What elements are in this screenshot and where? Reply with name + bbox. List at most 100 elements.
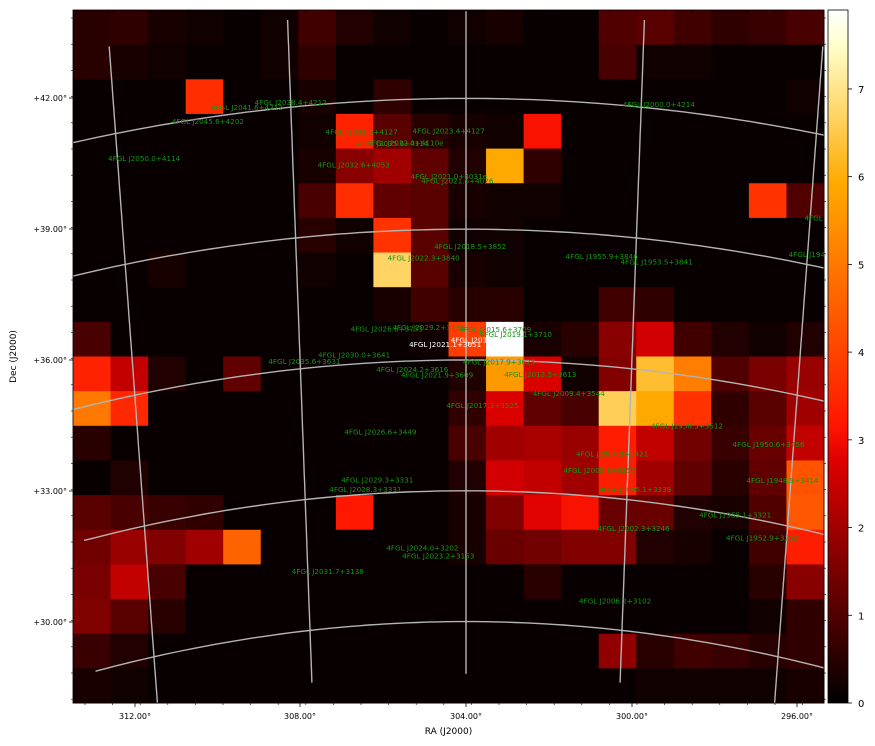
heatmap-cell (786, 529, 825, 565)
heatmap-cell (148, 460, 187, 496)
heatmap-cell (73, 599, 112, 635)
source-label: 4FGL J2002.3+3246 (598, 524, 671, 533)
plot-frame (72, 9, 825, 704)
heatmap-cell (410, 391, 449, 427)
heatmap-cell (486, 391, 525, 427)
heatmap-cell (298, 321, 337, 357)
heatmap-cell (523, 44, 562, 80)
heatmap-cell (73, 633, 112, 669)
heatmap-cell (636, 321, 675, 357)
heatmap-cell (335, 495, 374, 531)
heatmap-cell (73, 148, 112, 184)
heatmap-cell (448, 668, 487, 704)
heatmap-cell (636, 10, 675, 46)
heatmap-cell (223, 564, 262, 600)
source-label: 4FGL J2006.2+3102 (579, 596, 651, 605)
heatmap-cell (523, 113, 562, 150)
heatmap-cell (148, 668, 187, 704)
heatmap-cell (373, 44, 412, 80)
heatmap-cell (786, 460, 825, 496)
ra-gridline (286, 19, 313, 683)
heatmap-cell (148, 564, 187, 600)
heatmap-cell (786, 10, 825, 46)
heatmap-cell (223, 633, 262, 669)
heatmap-cell (523, 460, 562, 496)
heatmap-cell (561, 183, 600, 219)
y-tick-label: +39.00° (33, 225, 67, 234)
source-label: 4FGL J2024.2+3616 (376, 365, 449, 374)
y-tick-label: +33.00° (33, 487, 67, 496)
colorbar-tick-label: 2 (858, 524, 864, 535)
ra-gridline (773, 46, 824, 703)
heatmap-cell (298, 10, 337, 46)
heatmap-cell (373, 148, 412, 184)
source-label: 4FGL J2023.4+4127 (413, 126, 485, 135)
x-tick-label: 312.00° (119, 712, 151, 721)
heatmap-cell (223, 79, 262, 115)
heatmap-cell (110, 10, 149, 46)
heatmap-cell (73, 113, 112, 150)
heatmap-cell (748, 529, 787, 565)
source-label: 4FGL J2029.2+3736 (392, 323, 465, 332)
heatmap-cells (73, 10, 825, 704)
heatmap-cell (786, 287, 825, 323)
source-labels: 4FGL J2038.4+4212 4FGL J2045.6+4202 4FGL J… (108, 98, 824, 605)
heatmap-cell (748, 183, 787, 219)
heatmap-cell (73, 460, 112, 496)
heatmap-cell (598, 183, 637, 219)
heatmap-cell (223, 495, 262, 531)
heatmap-cell (673, 10, 712, 46)
heatmap-cell (598, 633, 637, 669)
heatmap-cell (223, 217, 262, 254)
heatmap-cell (598, 425, 637, 461)
heatmap-cell (748, 356, 787, 392)
source-label: 4FGL J2038.4+4212 (255, 98, 327, 107)
heatmap-cell (448, 148, 487, 184)
heatmap-cell (185, 10, 224, 46)
heatmap-cell (335, 460, 374, 496)
heatmap-cell (223, 113, 262, 150)
heatmap-cell (673, 564, 712, 600)
heatmap-cell (711, 356, 750, 392)
heatmap-cell (260, 44, 299, 80)
heatmap-cell (298, 529, 337, 565)
heatmap-cell (148, 391, 187, 427)
heatmap-cell (748, 668, 787, 704)
heatmap-cell (410, 495, 449, 531)
heatmap-cell (673, 599, 712, 635)
heatmap-cell (711, 564, 750, 600)
source-label: 4FGL J2024.0+3202 (386, 543, 458, 552)
heatmap-cell (636, 252, 675, 288)
heatmap-cell (561, 633, 600, 669)
heatmap-cell (73, 287, 112, 323)
heatmap-cell (73, 183, 112, 219)
heatmap-cell (636, 529, 675, 565)
heatmap-cell (223, 529, 262, 565)
heatmap-cell (561, 252, 600, 288)
heatmap-cell (561, 495, 600, 531)
heatmap-cell (73, 79, 112, 115)
heatmap-cell (373, 79, 412, 115)
heatmap-cell (410, 564, 449, 600)
heatmap-cell (223, 668, 262, 704)
ra-gridline (108, 46, 159, 703)
heatmap-cell (786, 668, 825, 704)
heatmap-cell (561, 10, 600, 46)
heatmap-cell (598, 529, 637, 565)
colorbar-tick-label: 7 (858, 85, 864, 96)
heatmap-cell (673, 252, 712, 288)
heatmap-cell (335, 425, 374, 461)
heatmap-cell (673, 148, 712, 184)
heatmap-cell (335, 217, 374, 254)
heatmap-cell (373, 113, 412, 150)
heatmap-cell (148, 79, 187, 115)
x-axis-label: RA (J2000) (425, 727, 473, 737)
heatmap-cell (185, 460, 224, 496)
heatmap-cell (486, 44, 525, 80)
heatmap-cell (260, 391, 299, 427)
heatmap-cell (561, 425, 600, 461)
heatmap-cell (448, 564, 487, 600)
heatmap-cell (185, 79, 224, 115)
heatmap-cell (636, 148, 675, 184)
heatmap-cell (448, 460, 487, 496)
